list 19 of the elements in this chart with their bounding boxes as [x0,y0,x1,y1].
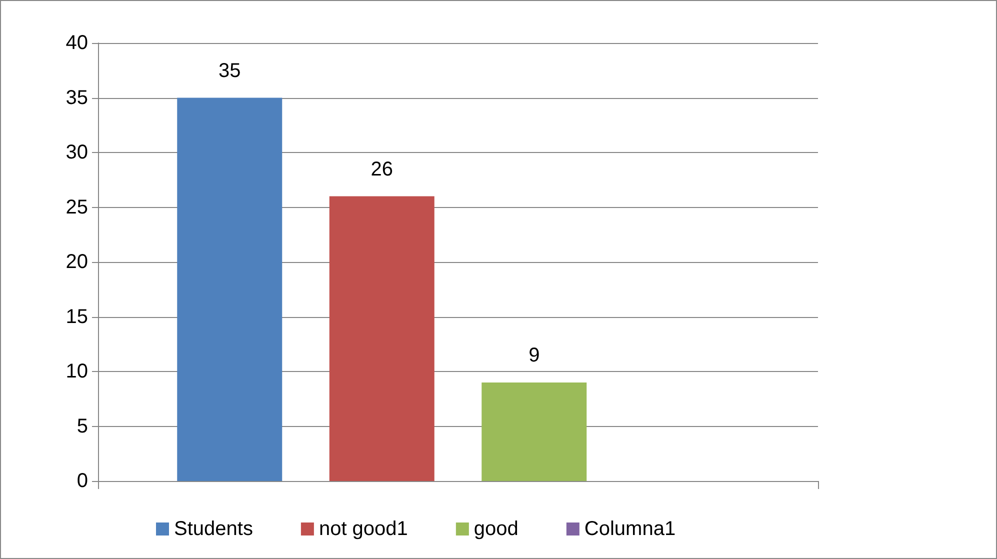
y-tick-label: 20 [66,251,88,273]
legend-label: not good1 [318,518,408,540]
data-label: 35 [218,60,241,82]
bar [177,98,282,481]
legend-label: Columna1 [584,518,676,540]
y-tick-label: 5 [76,415,88,438]
data-label: 9 [528,344,540,366]
bar [482,382,587,481]
bar [329,196,434,481]
legend-label: Students [174,518,253,540]
y-tick-label: 25 [66,196,88,218]
y-tick-label: 10 [66,360,88,382]
legend-label: good [474,518,518,540]
y-tick-label: 0 [76,470,88,492]
y-tick-label: 30 [66,142,88,164]
y-tick-label: 35 [66,86,88,109]
y-tick-label: 15 [66,306,88,328]
y-tick-label: 40 [66,32,88,54]
data-label: 26 [370,158,393,180]
